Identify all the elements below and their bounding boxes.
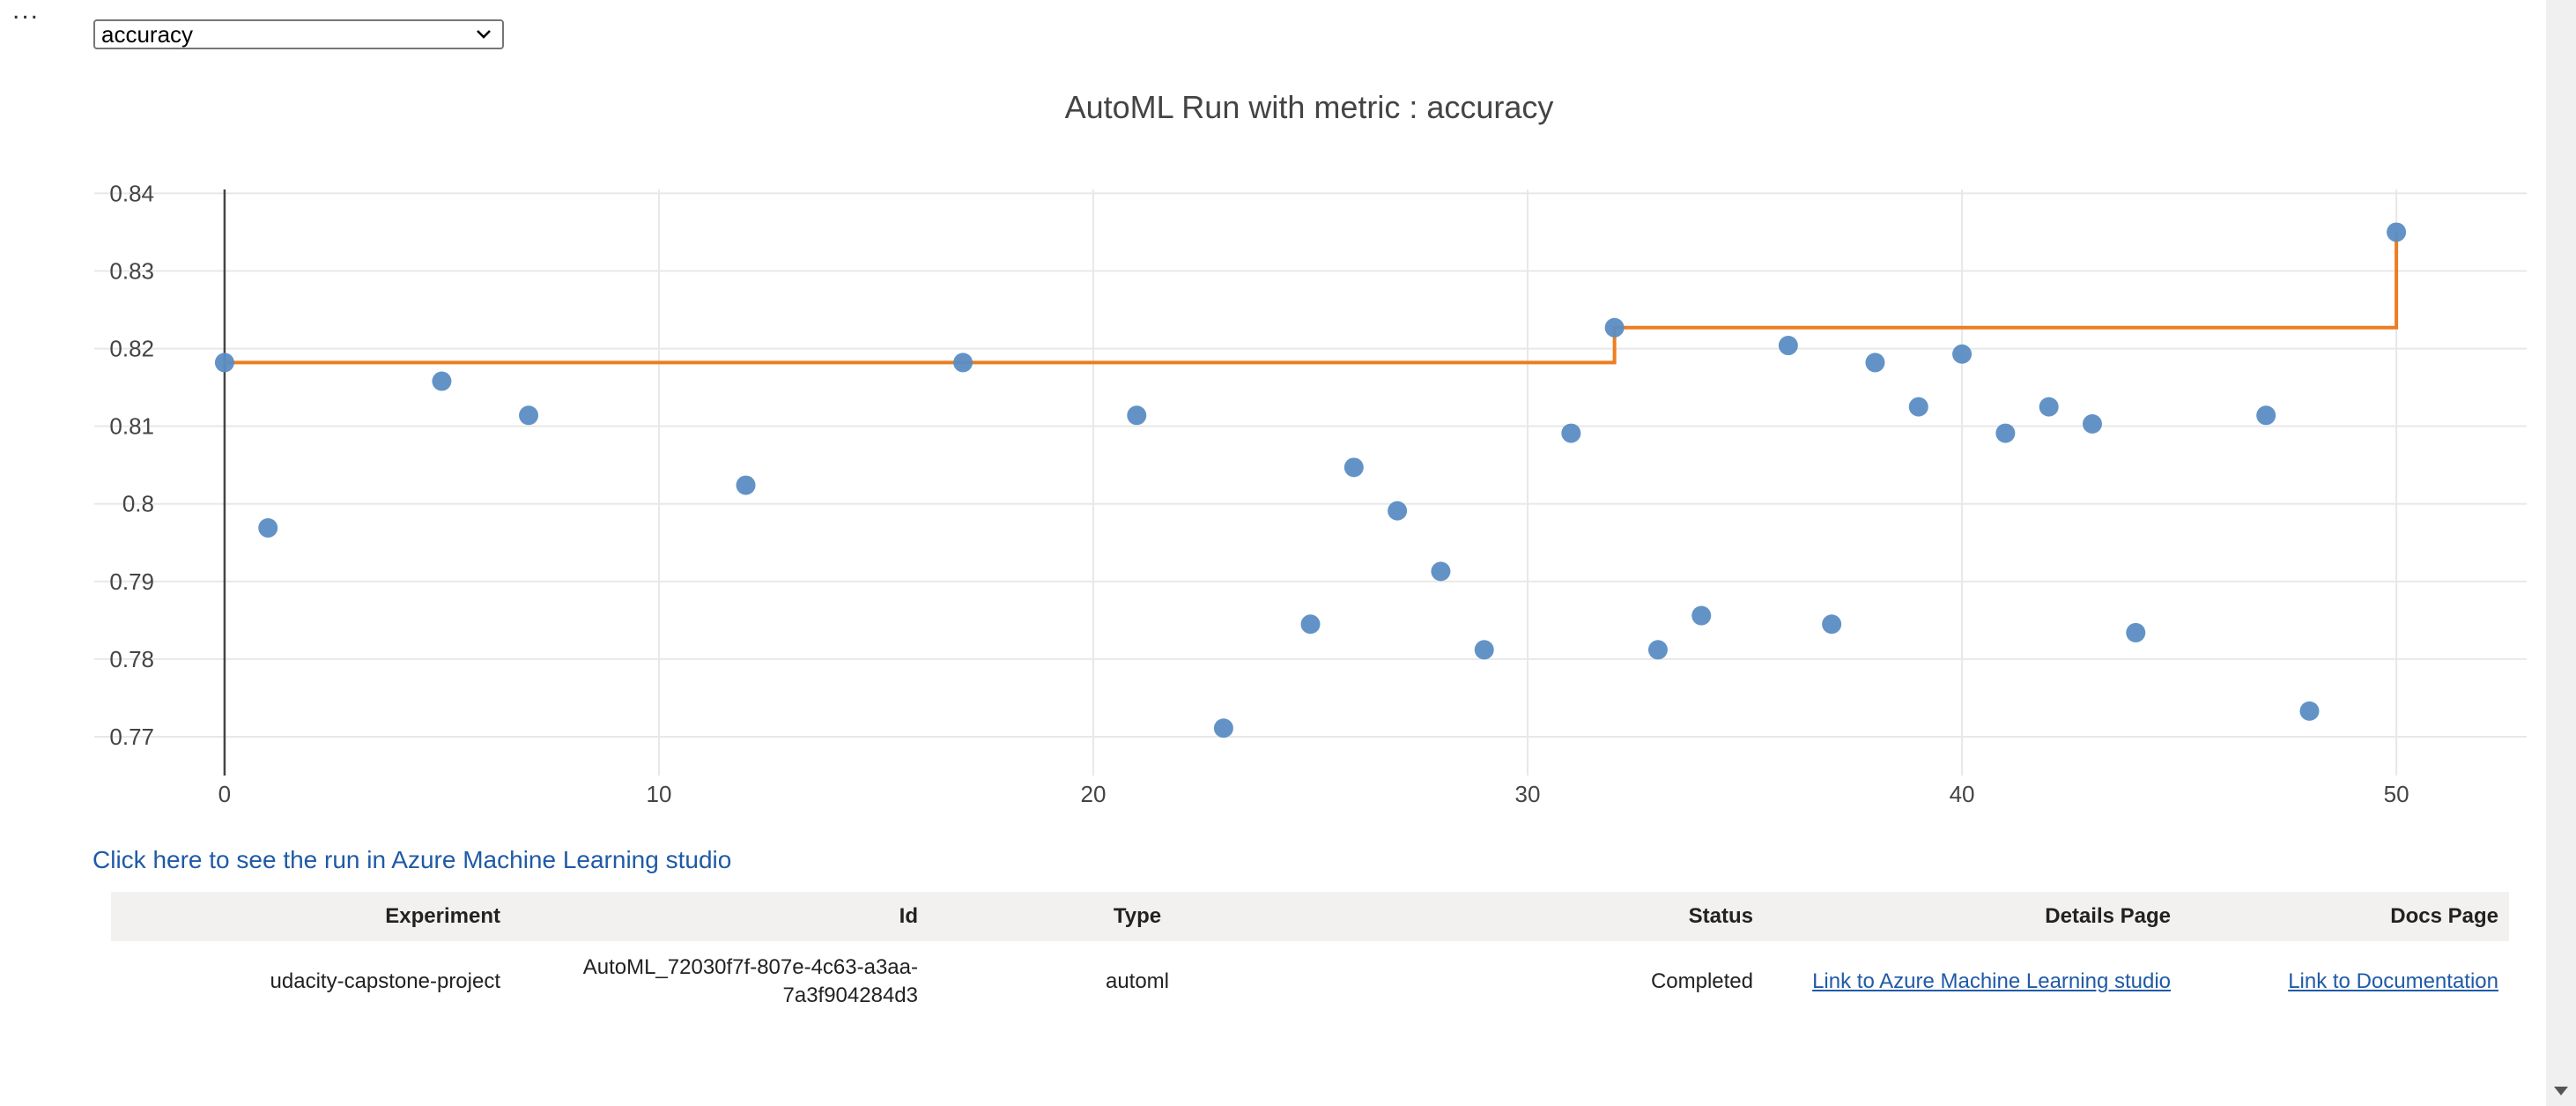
- cell-type: automl: [1105, 969, 1170, 993]
- run-id-text: AutoML_72030f7f-807e-4c63-a3aa-7a3f90428…: [582, 955, 918, 1007]
- y-tick-label: 0.82: [109, 336, 154, 362]
- details-page-link[interactable]: Link to Azure Machine Learning studio: [1812, 969, 2171, 993]
- y-tick-label: 0.79: [109, 568, 154, 595]
- x-tick-label: 10: [646, 781, 671, 807]
- y-tick-label: 0.81: [109, 413, 154, 440]
- metric-dropdown-value: accuracy: [101, 20, 194, 48]
- run-point: [2126, 622, 2146, 642]
- run-point: [2299, 701, 2320, 721]
- run-point: [1604, 317, 1625, 338]
- run-point: [2039, 397, 2059, 417]
- run-point: [1127, 405, 1147, 426]
- header-experiment: Experiment: [111, 892, 511, 941]
- run-point: [1300, 614, 1321, 635]
- run-point: [1561, 423, 1581, 443]
- run-point: [1778, 336, 1798, 356]
- run-point: [1388, 501, 1408, 521]
- chart-svg: AutoML Run with metric : accuracy 0 10 20 30…: [94, 89, 2527, 807]
- y-tick-label: 0.78: [109, 646, 154, 672]
- run-point: [1344, 457, 1364, 478]
- cell-status: Completed: [1650, 969, 1753, 993]
- run-point: [2082, 414, 2102, 434]
- cell-more-icon[interactable]: ...: [12, 0, 41, 25]
- x-tick-label: 0: [218, 781, 231, 807]
- chart-title: AutoML Run with metric : accuracy: [1065, 89, 1554, 125]
- y-tick-label: 0.84: [109, 180, 154, 206]
- y-tick-label: 0.8: [122, 491, 154, 517]
- cell-details: Link to Azure Machine Learning studio: [1764, 941, 2181, 1022]
- run-point: [1431, 561, 1451, 582]
- scroll-down-icon[interactable]: [2554, 1087, 2568, 1095]
- docs-page-link[interactable]: Link to Documentation: [2288, 969, 2498, 993]
- metric-dropdown[interactable]: accuracy: [93, 19, 504, 49]
- run-point: [1647, 640, 1668, 660]
- run-point: [953, 353, 973, 373]
- accuracy-chart: AutoML Run with metric : accuracy 0 10 20 30…: [0, 71, 2537, 828]
- run-table: Experiment Id Type Status Details Page D…: [111, 892, 2509, 1022]
- run-point: [258, 518, 278, 538]
- run-point: [2387, 222, 2407, 242]
- run-point: [1952, 344, 1973, 364]
- x-tick-label: 30: [1515, 781, 1541, 807]
- run-point: [1908, 397, 1928, 417]
- run-point: [1213, 718, 1233, 739]
- cell-experiment: udacity-capstone-project: [270, 969, 500, 993]
- header-details: Details Page: [1764, 892, 2181, 941]
- run-point: [1865, 353, 1885, 373]
- run-point: [736, 475, 756, 495]
- x-tick-label: 20: [1081, 781, 1107, 807]
- x-tick-label: 50: [2384, 781, 2409, 807]
- run-point: [1474, 640, 1494, 660]
- run-point: [1995, 423, 2016, 443]
- header-docs: Docs Page: [2181, 892, 2509, 941]
- table-row: udacity-capstone-project AutoML_72030f7f…: [111, 941, 2509, 1022]
- best-so-far-line: [224, 232, 2399, 365]
- run-point: [432, 371, 452, 391]
- header-type: Type: [929, 892, 1346, 941]
- cell-id: AutoML_72030f7f-807e-4c63-a3aa-7a3f90428…: [511, 941, 929, 1022]
- header-id: Id: [511, 892, 929, 941]
- vertical-scrollbar[interactable]: [2546, 0, 2576, 1106]
- run-point: [1691, 605, 1712, 626]
- header-status: Status: [1346, 892, 1764, 941]
- y-tick-label: 0.83: [109, 257, 154, 284]
- studio-link[interactable]: Click here to see the run in Azure Machi…: [93, 846, 732, 873]
- run-point: [214, 353, 234, 373]
- y-tick-label: 0.77: [109, 724, 154, 750]
- run-point: [2256, 405, 2276, 426]
- chevron-down-icon: [477, 30, 491, 39]
- table-header-row: Experiment Id Type Status Details Page D…: [111, 892, 2509, 941]
- x-tick-label: 40: [1950, 781, 1975, 807]
- run-point: [519, 405, 539, 426]
- cell-docs: Link to Documentation: [2181, 941, 2509, 1022]
- run-point: [1822, 614, 1842, 635]
